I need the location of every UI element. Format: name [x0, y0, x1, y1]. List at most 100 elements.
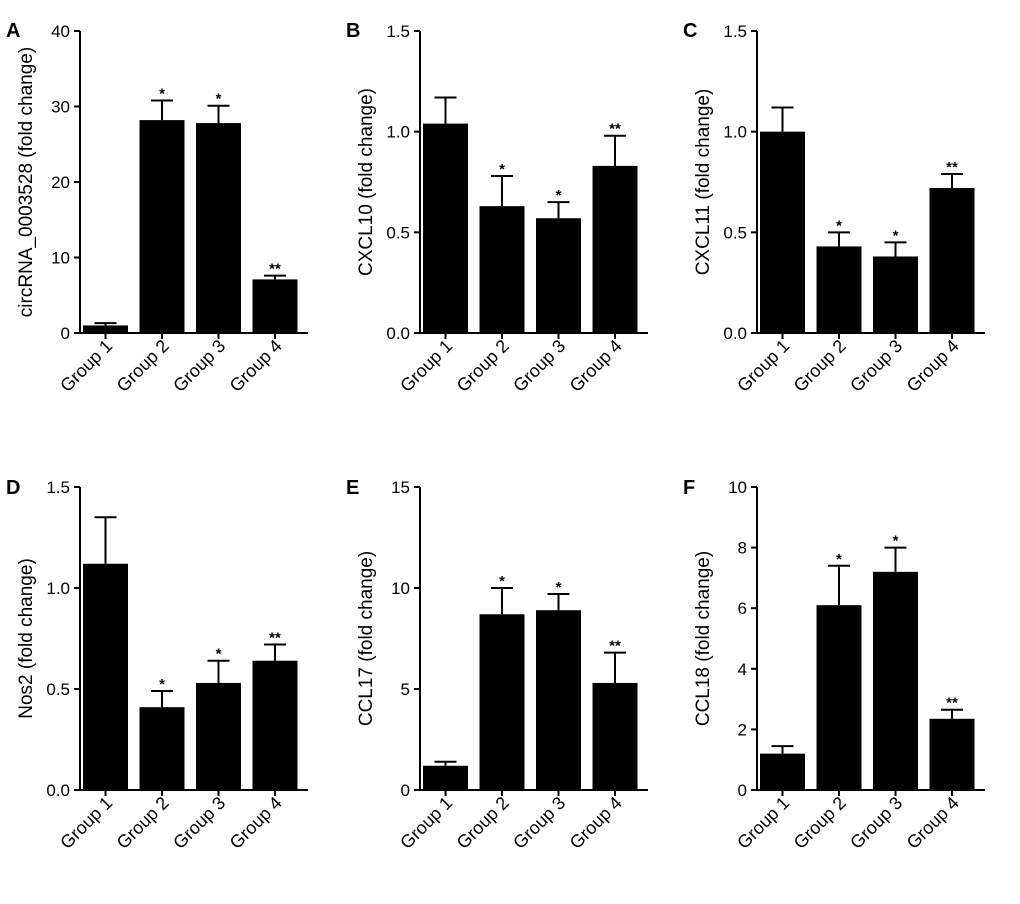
bar-group-3 [536, 610, 581, 790]
bar-group-2 [479, 206, 525, 333]
y-tick-label: 1.5 [723, 22, 747, 41]
y-tick-label: 1.5 [46, 478, 70, 497]
y-tick-label: 40 [51, 22, 70, 41]
x-tick-label: Group 4 [226, 336, 286, 396]
panel-d: D 0.0 0.5 1.0 1.5 Nos2 (fold change) Group 1 * G… [6, 477, 308, 853]
y-tick-label: 6 [738, 599, 747, 618]
x-tick-label: Group 4 [566, 793, 626, 853]
x-tick-label: Group 2 [453, 793, 513, 853]
panel-label: A [6, 20, 20, 42]
y-axis-label: Nos2 (fold change) [16, 558, 37, 719]
bar-group-4 [592, 682, 638, 790]
panel-e: E 0 5 10 15 CCL17 (fold change) Group 1 * Group … [346, 477, 648, 853]
panel-label: C [683, 20, 697, 42]
significance-marker: * [216, 646, 222, 663]
significance-marker: * [893, 533, 899, 550]
y-tick-label: 10 [728, 478, 747, 497]
panel-b: B 0.0 0.5 1.0 1.5 CXCL10 (fold change) Group 1… [346, 20, 648, 396]
y-tick-label: 1.0 [46, 579, 70, 598]
x-tick-label: Group 4 [903, 793, 963, 853]
x-tick-label: Group 2 [790, 336, 850, 396]
bar-group-2 [816, 246, 862, 333]
y-tick-label: 0.5 [723, 223, 747, 242]
significance-marker: ** [946, 695, 958, 712]
bar-group-4 [252, 279, 298, 333]
y-tick-label: 0.5 [386, 223, 410, 242]
bar-group-4 [929, 718, 975, 790]
y-tick-label: 0 [61, 324, 70, 343]
bar-group-3 [873, 256, 918, 333]
panel-label: D [6, 477, 20, 499]
y-tick-label: 4 [738, 660, 747, 679]
y-axis-label: CXCL10 (fold change) [356, 88, 377, 276]
panel-label: B [346, 20, 360, 42]
significance-marker: * [499, 573, 505, 590]
y-tick-label: 5 [401, 680, 410, 699]
y-axis-label: circRNA_0003528 (fold change) [16, 47, 37, 317]
y-axis-label: CXCL11 (fold change) [693, 89, 714, 276]
y-tick-label: 10 [51, 249, 70, 268]
y-tick-label: 0.5 [46, 680, 70, 699]
significance-marker: ** [269, 630, 281, 647]
significance-marker: ** [609, 638, 621, 655]
significance-marker: * [836, 217, 842, 234]
panel-c: C 0.0 0.5 1.0 1.5 CXCL11 (fold change) Group 1… [683, 20, 985, 396]
bar-group-1 [423, 123, 468, 333]
significance-marker: * [499, 161, 505, 178]
bar-group-2 [139, 707, 185, 790]
x-tick-label: Group 4 [903, 336, 963, 396]
significance-marker: ** [269, 261, 281, 278]
bar-group-4 [252, 660, 298, 790]
bar-group-4 [929, 188, 975, 333]
significance-marker: ** [946, 159, 958, 176]
panel-label: E [346, 477, 359, 499]
y-tick-label: 2 [738, 720, 747, 739]
y-axis-label: CCL17 (fold change) [356, 551, 377, 726]
panel-label: F [683, 477, 695, 499]
significance-marker: * [556, 187, 562, 204]
bar-group-4 [592, 165, 638, 333]
bar-group-3 [873, 571, 918, 790]
x-tick-label: Group 3 [846, 336, 906, 396]
y-tick-label: 1.5 [386, 22, 410, 41]
panel-f: F 0 2 4 6 8 10 CCL18 (fold change) Group 1 * Group… [683, 477, 985, 853]
x-tick-label: Group 1 [396, 793, 456, 853]
bar-group-2 [479, 614, 525, 790]
y-tick-label: 20 [51, 173, 70, 192]
y-tick-label: 10 [391, 579, 410, 598]
significance-marker: * [216, 91, 222, 108]
y-tick-label: 0 [738, 781, 747, 800]
x-tick-label: Group 1 [733, 336, 793, 396]
x-tick-label: Group 3 [509, 336, 569, 396]
y-tick-label: 0.0 [386, 324, 410, 343]
y-tick-label: 1.0 [723, 123, 747, 142]
bar-group-1 [83, 563, 128, 790]
y-tick-label: 0 [401, 781, 410, 800]
y-tick-label: 0.0 [46, 781, 70, 800]
bar-group-3 [196, 682, 241, 790]
significance-marker: * [556, 579, 562, 596]
significance-marker: * [159, 676, 165, 693]
x-tick-label: Group 2 [113, 336, 173, 396]
x-tick-label: Group 3 [169, 793, 229, 853]
bar-group-3 [536, 218, 581, 333]
x-tick-label: Group 2 [790, 793, 850, 853]
bar-group-1 [83, 325, 128, 333]
bar-group-3 [196, 123, 241, 333]
x-tick-label: Group 1 [56, 793, 116, 853]
x-tick-label: Group 4 [566, 336, 626, 396]
x-tick-label: Group 2 [453, 336, 513, 396]
significance-marker: * [159, 85, 165, 102]
y-tick-label: 8 [738, 539, 747, 558]
x-tick-label: Group 2 [113, 793, 173, 853]
significance-marker: * [893, 227, 899, 244]
bar-group-1 [760, 753, 805, 790]
x-tick-label: Group 1 [733, 793, 793, 853]
significance-marker: * [836, 551, 842, 568]
x-tick-label: Group 3 [169, 336, 229, 396]
x-tick-label: Group 1 [396, 336, 456, 396]
x-tick-label: Group 1 [56, 336, 116, 396]
bar-group-1 [760, 131, 805, 333]
